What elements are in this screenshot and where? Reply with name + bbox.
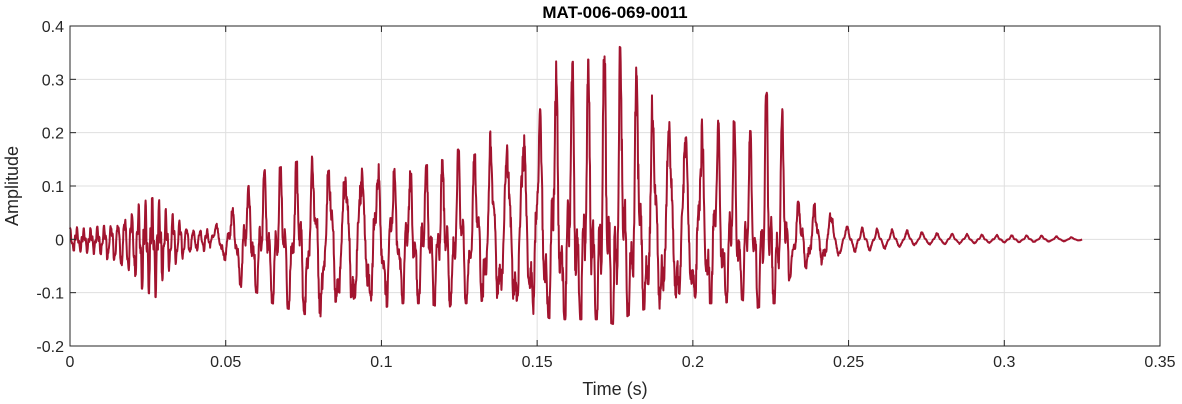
chart-title: MAT-006-069-0011 — [542, 3, 687, 22]
x-axis-title: Time (s) — [582, 379, 647, 399]
y-axis: -0.2 -0.1 0 0.1 0.2 0.3 0.4 — [36, 19, 1160, 356]
y-tick-label: 0.2 — [42, 126, 64, 143]
x-tick-label: 0.25 — [833, 354, 864, 371]
y-axis-title: Amplitude — [2, 146, 22, 226]
y-tick-label: 0.3 — [42, 72, 64, 89]
waveform-line — [69, 45, 1083, 326]
x-tick-label: 0.2 — [682, 354, 704, 371]
x-tick-label: 0.1 — [370, 354, 392, 371]
y-tick-label: 0 — [55, 232, 64, 249]
y-tick-label: 0.4 — [42, 19, 64, 36]
y-tick-label: -0.2 — [36, 339, 64, 356]
y-tick-label: -0.1 — [36, 286, 64, 303]
series-layer — [69, 45, 1083, 326]
x-tick-label: 0.15 — [522, 354, 553, 371]
x-tick-label: 0.3 — [993, 354, 1015, 371]
x-axis: 0 0.05 0.1 0.15 0.2 0.25 0.3 0.35 — [66, 26, 1176, 371]
y-tick-label: 0.1 — [42, 179, 64, 196]
x-tick-label: 0.05 — [210, 354, 241, 371]
x-tick-label: 0.35 — [1144, 354, 1175, 371]
x-tick-label: 0 — [66, 354, 75, 371]
